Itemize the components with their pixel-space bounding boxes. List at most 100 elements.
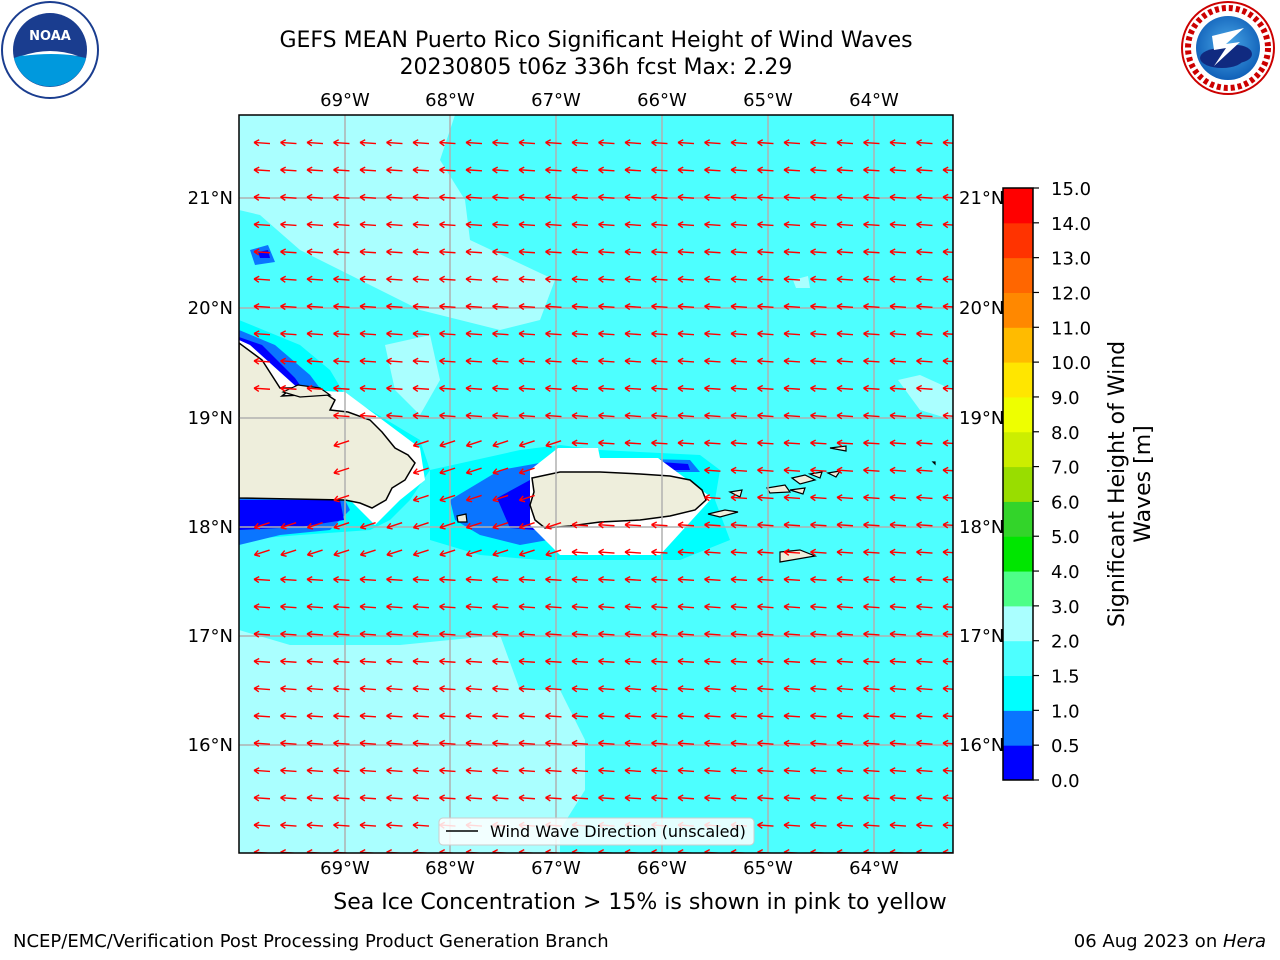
wind-arrow — [465, 603, 483, 611]
wind-arrow — [306, 657, 324, 666]
wind-arrow — [916, 712, 933, 720]
wind-arrow — [916, 657, 933, 666]
wind-arrow — [518, 166, 536, 174]
wind-arrow — [518, 384, 536, 393]
wind-arrow — [333, 494, 350, 503]
wind-arrow — [836, 521, 854, 529]
wind-arrow — [333, 357, 350, 365]
lat-label-left: 17°N — [188, 626, 233, 647]
wind-arrow — [545, 549, 562, 557]
wind-arrow — [624, 712, 642, 720]
wind-arrow — [412, 821, 430, 829]
wind-arrow — [492, 712, 509, 720]
wind-arrow — [571, 630, 589, 638]
wind-arrow — [412, 139, 430, 147]
wind-arrow — [810, 330, 827, 338]
wind-arrow — [333, 794, 350, 802]
wind-arrow — [916, 466, 933, 474]
wind-arrow — [306, 357, 324, 365]
wind-arrow — [545, 522, 562, 530]
wind-arrow — [465, 302, 483, 311]
wind-arrow — [942, 712, 953, 720]
wind-arrow — [386, 821, 403, 829]
wind-arrow — [942, 221, 953, 229]
wind-arrow — [359, 657, 377, 666]
wind-arrow — [863, 139, 880, 147]
wind-arrow — [942, 248, 953, 256]
wind-arrow — [518, 712, 536, 720]
colorbar-block — [1003, 675, 1033, 711]
wind-arrow — [306, 603, 324, 611]
legend-label: Wind Wave Direction (unscaled) — [490, 822, 746, 841]
wind-arrow — [730, 685, 748, 693]
wind-arrow — [836, 685, 854, 693]
wind-arrow — [757, 139, 774, 147]
wind-arrow — [253, 357, 271, 365]
wind-arrow — [518, 657, 536, 666]
wind-arrow — [757, 248, 774, 256]
wind-arrow — [889, 685, 907, 693]
wind-arrow — [333, 193, 350, 201]
wind-arrow — [545, 330, 562, 338]
wind-arrow — [598, 139, 615, 147]
wind-arrow — [757, 384, 774, 393]
wind-arrow — [598, 275, 615, 283]
wind-arrow — [306, 794, 324, 802]
wind-arrow — [942, 330, 953, 338]
wind-arrow — [942, 575, 953, 584]
noaa-logo-icon: NOAA — [1, 1, 99, 99]
wind-arrow — [253, 794, 271, 802]
wind-arrow — [571, 330, 589, 338]
wind-arrow — [439, 657, 456, 666]
wind-arrow — [783, 494, 801, 502]
wind-arrow — [704, 384, 721, 393]
wind-arrow — [306, 630, 324, 638]
top-lon-labels: 69°W 68°W 67°W 66°W 65°W 64°W — [320, 90, 899, 111]
wind-arrow — [253, 630, 271, 638]
wind-arrow — [518, 357, 536, 365]
wind-arrow — [651, 302, 668, 311]
wind-arrow — [492, 739, 509, 747]
wind-arrow — [783, 712, 801, 720]
map-title: GEFS MEAN Puerto Rico Significant Height… — [279, 28, 913, 53]
wind-arrow — [306, 575, 324, 584]
wind-arrow — [439, 248, 456, 256]
wind-arrow — [280, 275, 297, 283]
wind-arrow — [916, 357, 933, 365]
wind-arrow — [412, 739, 430, 747]
wind-arrow — [863, 193, 880, 201]
map-subtitle: 20230805 t06z 336h fcst Max: 2.29 — [399, 55, 793, 80]
wind-arrow — [810, 739, 827, 747]
wind-arrow — [704, 221, 721, 229]
wind-arrow — [810, 139, 827, 147]
wind-arrow — [757, 767, 774, 775]
wind-arrow — [598, 412, 615, 420]
wind-arrow — [730, 139, 748, 147]
wind-arrow — [465, 248, 483, 256]
wind-arrow — [863, 685, 880, 693]
wind-arrow — [492, 166, 509, 174]
wind-arrow — [545, 193, 562, 201]
wind-arrow — [889, 603, 907, 611]
wind-arrow — [889, 466, 907, 474]
wind-arrow — [677, 412, 695, 420]
wind-arrow — [359, 767, 377, 775]
wind-arrow — [306, 712, 324, 720]
wind-arrow — [253, 603, 271, 611]
wind-arrow — [598, 630, 615, 638]
wind-arrow — [836, 221, 854, 229]
wind-arrow — [492, 767, 509, 775]
wind-arrow — [916, 221, 933, 229]
wind-arrow — [916, 575, 933, 584]
wind-arrow — [651, 794, 668, 802]
wind-arrow — [651, 575, 668, 584]
wind-arrow — [704, 657, 721, 666]
wind-arrow — [889, 712, 907, 720]
wind-arrow — [942, 767, 953, 775]
wind-arrow — [863, 494, 880, 502]
wind-arrow — [863, 221, 880, 229]
wave-height-2-3-region — [239, 115, 953, 853]
wind-arrow — [386, 739, 403, 747]
wind-arrow — [651, 275, 668, 283]
wind-arrow — [863, 439, 880, 447]
